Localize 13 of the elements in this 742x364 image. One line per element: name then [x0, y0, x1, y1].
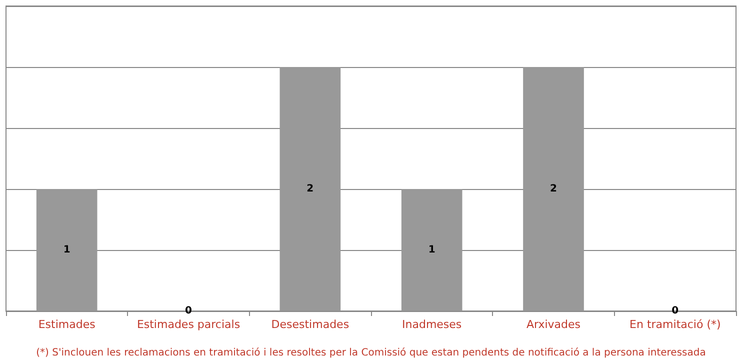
data-label: 0 [672, 306, 679, 316]
data-label: 2 [550, 184, 558, 194]
x-tick-label: Desestimades [271, 318, 350, 331]
x-tick-label: Estimades [38, 318, 96, 331]
data-label: 1 [428, 244, 436, 256]
x-tick-label: En tramitació (*) [630, 318, 721, 331]
x-tick-label: Arxivades [526, 318, 581, 331]
x-tick-label: Inadmeses [402, 318, 462, 331]
text: (*) S'inclouen les reclamacions en tramitació i les resoltes per la Comissió que estan pendents de notificació a la persona interessada [36, 348, 706, 358]
data-label: 2 [306, 184, 314, 194]
x-tick-label: Estimades parcials [136, 318, 240, 331]
data-label: 1 [63, 244, 70, 256]
data-label: 0 [185, 306, 192, 316]
